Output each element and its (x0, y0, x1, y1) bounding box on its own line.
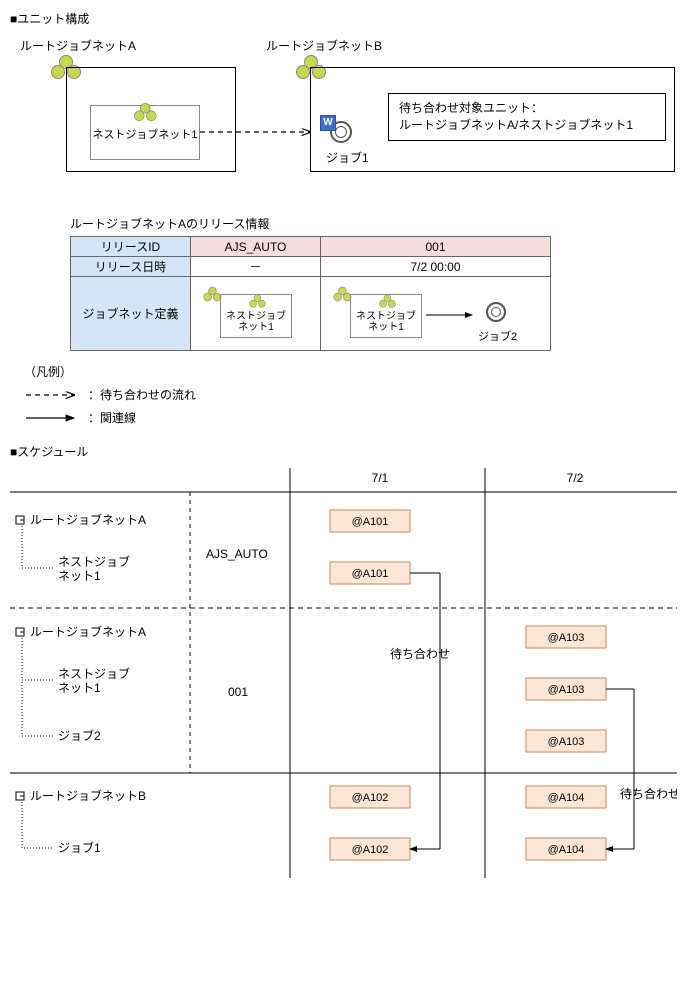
legend-rel: ：関連線 (24, 407, 677, 430)
th-001: 001 (321, 237, 551, 257)
def-001-cell: ネストジョブネット1 ジョブ2 (322, 280, 549, 348)
g-a103-3: @A103 (548, 736, 585, 748)
t1-rootA: ルートジョブネットA (30, 512, 146, 527)
wait-arrow-icon (200, 125, 320, 139)
wait-target-line2: ルートジョブネットA/ネストジョブネット1 (399, 117, 655, 134)
wait-label-1: 待ち合わせ (390, 646, 450, 661)
legend-wait: ：待ち合わせの流れ (24, 384, 677, 407)
root-a-label: ルートジョブネットA (20, 37, 136, 54)
th-ajs: AJS_AUTO (191, 237, 321, 257)
g-a104-2: @A104 (548, 844, 585, 856)
t2-nest-b: ネット1 (58, 681, 101, 695)
col-72: 7/2 (567, 471, 584, 485)
g-a103-1: @A103 (548, 632, 585, 644)
td-dt-001: 7/2 00:00 (321, 257, 551, 277)
t3-job1: ジョブ1 (58, 840, 101, 855)
t3-rootB: ルートジョブネットB (30, 788, 146, 803)
unit-diagram: ルートジョブネットA ネストジョブネット1 ルートジョブネットB W ジョブ1 … (10, 35, 677, 205)
w-badge-icon: W (320, 115, 336, 131)
release-info: ルートジョブネットAのリリース情報 リリースID AJS_AUTO 001 リリ… (70, 215, 677, 351)
g-a103-2: @A103 (548, 684, 585, 696)
ajs-auto-label: AJS_AUTO (206, 547, 268, 561)
root-b-label: ルートジョブネットB (266, 37, 382, 54)
t2-nest-a: ネストジョブ (58, 666, 130, 681)
nest-jobnet1-label: ネストジョブネット1 (92, 129, 197, 141)
def-ajs-cell: ネストジョブネット1 (192, 280, 319, 348)
legend-wait-text: ：待ち合わせの流れ (88, 384, 196, 407)
def-001-job2: ジョブ2 (478, 328, 517, 344)
legend-rel-text: ：関連線 (88, 407, 136, 430)
t1-nest-a: ネストジョブ (58, 554, 130, 569)
section2-title: ■スケジュール (10, 443, 677, 460)
release-title: ルートジョブネットAのリリース情報 (70, 215, 677, 232)
td-dt-dash: － (191, 257, 321, 277)
g-a102-1: @A102 (352, 792, 389, 804)
t2-job2: ジョブ2 (58, 728, 101, 743)
legend-title: （凡例） (24, 361, 677, 384)
section1-title: ■ユニット構成 (10, 10, 677, 27)
t2-rootA: ルートジョブネットA (30, 624, 146, 639)
g-a104-1: @A104 (548, 792, 585, 804)
legend: （凡例） ：待ち合わせの流れ ：関連線 (24, 361, 677, 429)
wait-label-2: 待ち合わせ (620, 786, 677, 801)
col-71: 7/1 (372, 471, 389, 485)
wait-target-line1: 待ち合わせ対象ユニット： (399, 100, 655, 117)
wait-target-box: 待ち合わせ対象ユニット： ルートジョブネットA/ネストジョブネット1 (388, 93, 666, 141)
def-001-nest: ネストジョブネット1 (356, 311, 416, 333)
th-def: ジョブネット定義 (71, 277, 191, 351)
release-table: リリースID AJS_AUTO 001 リリース日時 － 7/2 00:00 ジ… (70, 236, 551, 351)
th-release-id: リリースID (71, 237, 191, 257)
schedule-diagram: 7/1 7/2 AJS_AUTO ルートジョブネットA ネストジョブ ネット1 … (10, 468, 677, 878)
t1-nest-b: ネット1 (58, 569, 101, 583)
r001-label: 001 (228, 685, 248, 699)
g-a101-1: @A101 (352, 516, 389, 528)
nest-jobnet1-box: ネストジョブネット1 (90, 105, 200, 160)
th-release-dt: リリース日時 (71, 257, 191, 277)
job1-label: ジョブ1 (326, 149, 369, 166)
def-ajs-nest: ネストジョブネット1 (226, 311, 286, 333)
g-a102-2: @A102 (352, 844, 389, 856)
g-a101-2: @A101 (352, 568, 389, 580)
